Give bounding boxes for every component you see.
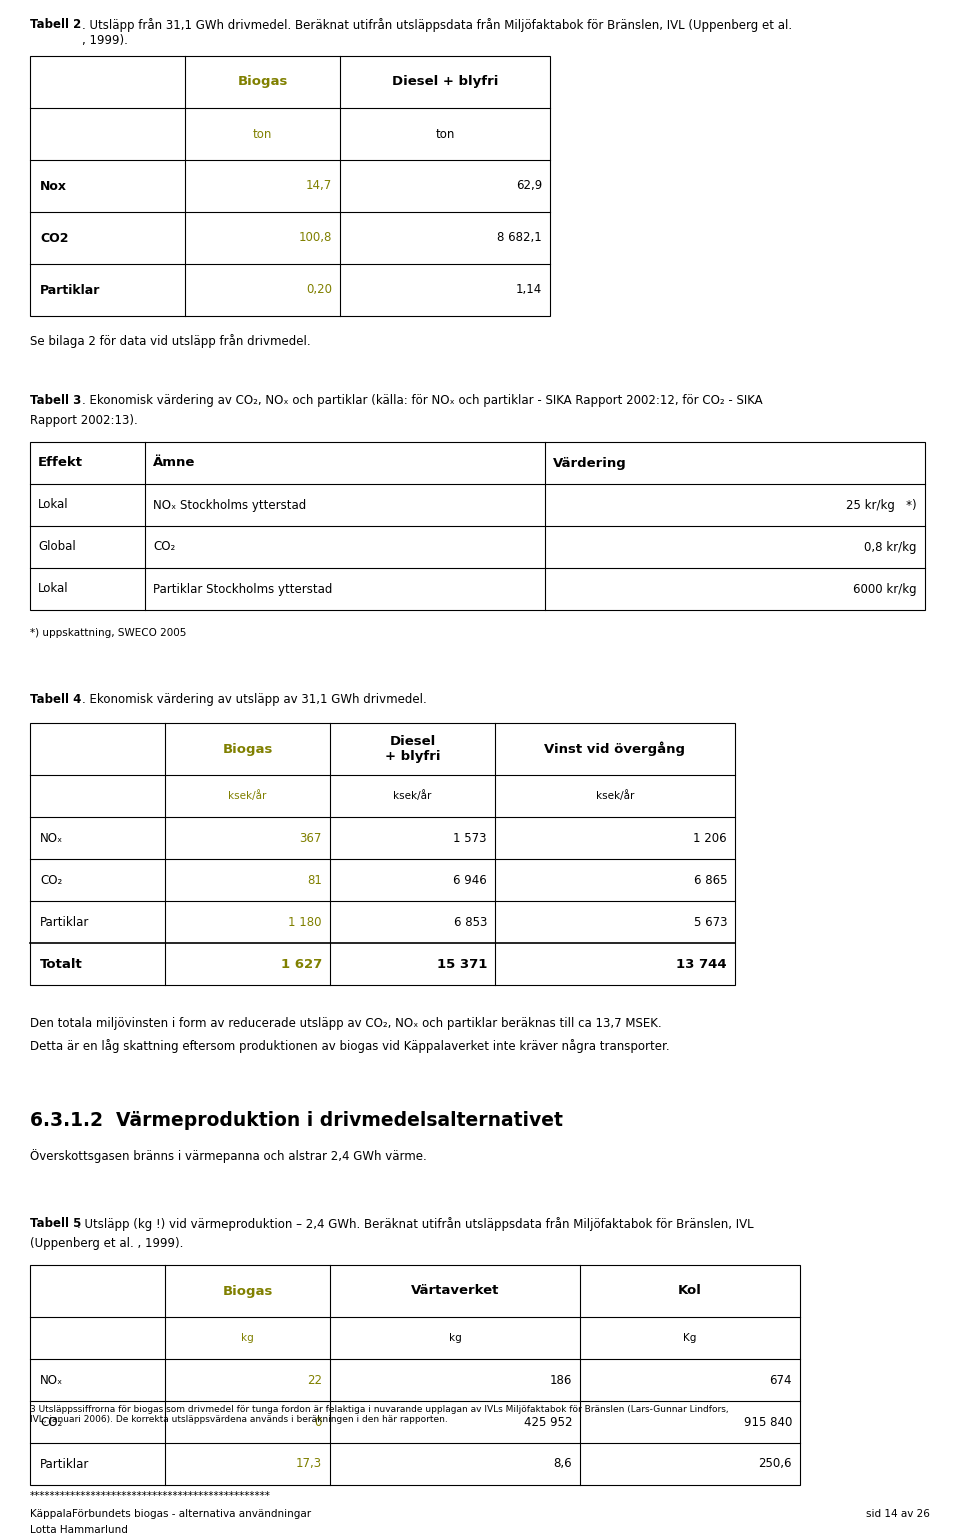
Text: . Ekonomisk värdering av utsläpp av 31,1 GWh drivmedel.: . Ekonomisk värdering av utsläpp av 31,1… (82, 693, 427, 707)
Text: 13 744: 13 744 (677, 958, 727, 970)
Text: Tabell 3: Tabell 3 (30, 394, 82, 406)
Text: 6.3.1.2  Värmeproduktion i drivmedelsalternativet: 6.3.1.2 Värmeproduktion i drivmedelsalte… (30, 1111, 563, 1130)
Text: Detta är en låg skattning eftersom produktionen av biogas vid Käppalaverket inte: Detta är en låg skattning eftersom produ… (30, 1039, 670, 1053)
Text: Totalt: Totalt (40, 958, 83, 970)
Text: CO₂: CO₂ (40, 1415, 62, 1429)
Text: CO₂: CO₂ (153, 541, 176, 553)
Text: 62,9: 62,9 (516, 179, 542, 193)
Text: ton: ton (252, 127, 273, 141)
Text: Diesel
+ blyfri: Diesel + blyfri (385, 734, 441, 763)
Text: Partiklar: Partiklar (40, 284, 101, 296)
Text: 6000 kr/kg: 6000 kr/kg (853, 583, 917, 595)
Text: ton: ton (435, 127, 455, 141)
Text: 100,8: 100,8 (299, 231, 332, 244)
Text: 915 840: 915 840 (744, 1415, 792, 1429)
Text: kg: kg (241, 1334, 253, 1343)
Text: 186: 186 (550, 1374, 572, 1386)
Text: Den totala miljövinsten i form av reducerade utsläpp av CO₂, NOₓ och partiklar b: Den totala miljövinsten i form av reduce… (30, 1016, 661, 1030)
Text: 8 682,1: 8 682,1 (497, 231, 542, 244)
Text: Överskottsgasen bränns i värmepanna och alstrar 2,4 GWh värme.: Överskottsgasen bränns i värmepanna och … (30, 1150, 427, 1164)
Text: 250,6: 250,6 (758, 1458, 792, 1470)
Text: Effekt: Effekt (38, 457, 83, 469)
Text: Vinst vid övergång: Vinst vid övergång (544, 742, 685, 756)
Text: 674: 674 (770, 1374, 792, 1386)
Text: NOₓ Stockholms ytterstad: NOₓ Stockholms ytterstad (153, 498, 306, 512)
Text: 1,14: 1,14 (516, 284, 542, 296)
Text: kg: kg (448, 1334, 462, 1343)
Text: 6 853: 6 853 (454, 915, 487, 929)
Text: Biogas: Biogas (237, 75, 288, 89)
Text: Rapport 2002:13).: Rapport 2002:13). (30, 414, 137, 428)
Text: CO₂: CO₂ (40, 874, 62, 886)
Text: NOₓ: NOₓ (40, 831, 63, 845)
Text: Global: Global (38, 541, 76, 553)
Text: ksek/år: ksek/år (394, 791, 432, 802)
Text: Tabell 2: Tabell 2 (30, 18, 82, 31)
Text: Kol: Kol (678, 1285, 702, 1297)
Bar (30, 1265, 800, 1485)
Text: 1 206: 1 206 (693, 831, 727, 845)
Text: 0,20: 0,20 (306, 284, 332, 296)
Text: 367: 367 (300, 831, 322, 845)
Text: Diesel + blyfri: Diesel + blyfri (392, 75, 498, 89)
Text: 1 573: 1 573 (453, 831, 487, 845)
Text: Värdering: Värdering (553, 457, 627, 469)
Text: 3 Utsläppssiffrorna för biogas som drivmedel för tunga fordon är felaktiga i nuv: 3 Utsläppssiffrorna för biogas som drivm… (30, 1406, 729, 1424)
Text: 15 371: 15 371 (437, 958, 487, 970)
Text: sid 14 av 26: sid 14 av 26 (866, 1508, 930, 1519)
Text: . Utsläpp från 31,1 GWh drivmedel. Beräknat utifrån utsläppsdata från Miljöfakta: . Utsläpp från 31,1 GWh drivmedel. Beräk… (82, 18, 792, 48)
Text: 0: 0 (315, 1415, 322, 1429)
Text: Kg: Kg (684, 1334, 697, 1343)
Text: 6 865: 6 865 (693, 874, 727, 886)
Text: Se bilaga 2 för data vid utsläpp från drivmedel.: Se bilaga 2 för data vid utsläpp från dr… (30, 334, 311, 348)
Text: 5 673: 5 673 (693, 915, 727, 929)
Text: 22: 22 (307, 1374, 322, 1386)
Text: 81: 81 (307, 874, 322, 886)
Text: 425 952: 425 952 (523, 1415, 572, 1429)
Bar (30, 442, 925, 610)
Text: Nox: Nox (40, 179, 67, 193)
Text: 0,8 kr/kg: 0,8 kr/kg (865, 541, 917, 553)
Text: 1 627: 1 627 (280, 958, 322, 970)
Text: KäppalaFörbundets biogas - alternativa användningar: KäppalaFörbundets biogas - alternativa a… (30, 1508, 311, 1519)
Text: Tabell 4: Tabell 4 (30, 693, 82, 707)
Text: Lokal: Lokal (38, 583, 68, 595)
Text: Lotta Hammarlund: Lotta Hammarlund (30, 1525, 128, 1533)
Text: 8,6: 8,6 (553, 1458, 572, 1470)
Bar (30, 724, 735, 986)
Text: 6 946: 6 946 (453, 874, 487, 886)
Text: Partiklar: Partiklar (40, 915, 89, 929)
Text: Partiklar Stockholms ytterstad: Partiklar Stockholms ytterstad (153, 583, 332, 595)
Text: . Utsläpp (kg !) vid värmeproduktion – 2,4 GWh. Beräknat utifrån utsläppsdata fr: . Utsläpp (kg !) vid värmeproduktion – 2… (77, 1217, 754, 1231)
Text: 1 180: 1 180 (289, 915, 322, 929)
Text: Partiklar: Partiklar (40, 1458, 89, 1470)
Text: *) uppskattning, SWECO 2005: *) uppskattning, SWECO 2005 (30, 629, 186, 638)
Text: CO2: CO2 (40, 231, 68, 244)
Text: ksek/år: ksek/år (228, 791, 267, 802)
Text: . Ekonomisk värdering av CO₂, NOₓ och partiklar (källa: för NOₓ och partiklar - : . Ekonomisk värdering av CO₂, NOₓ och pa… (82, 394, 762, 406)
Text: Värtaverket: Värtaverket (411, 1285, 499, 1297)
Text: Biogas: Biogas (223, 1285, 273, 1297)
Text: NOₓ: NOₓ (40, 1374, 63, 1386)
Text: Biogas: Biogas (223, 742, 273, 756)
Text: Tabell 5: Tabell 5 (30, 1217, 82, 1229)
Text: Lokal: Lokal (38, 498, 68, 512)
Text: Ämne: Ämne (153, 457, 196, 469)
Bar (30, 57, 550, 316)
Text: ksek/år: ksek/år (596, 791, 635, 802)
Text: ***********************************************: ****************************************… (30, 1492, 271, 1501)
Text: 14,7: 14,7 (305, 179, 332, 193)
Text: 17,3: 17,3 (296, 1458, 322, 1470)
Text: (Uppenberg et al. , 1999).: (Uppenberg et al. , 1999). (30, 1237, 183, 1249)
Text: 25 kr/kg   *): 25 kr/kg *) (847, 498, 917, 512)
